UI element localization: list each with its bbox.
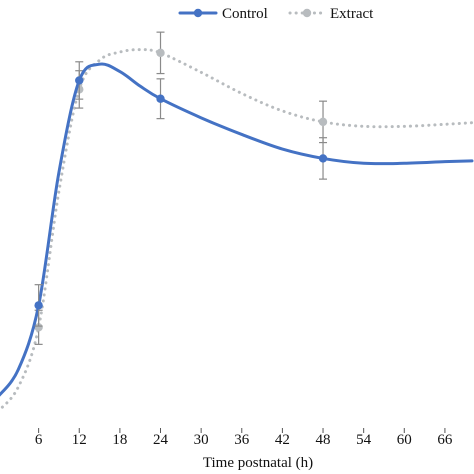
x-tick-label: 18 [112,432,127,448]
x-tick-label: 66 [437,432,453,448]
x-tick-label: 60 [397,432,412,448]
series-line-extract [0,48,474,412]
legend-marker-control [193,8,203,18]
x-tick-label: 12 [72,432,87,448]
x-tick-label: 24 [153,432,169,448]
data-point-control [75,76,84,85]
series-line-control [0,62,474,397]
x-tick-label: 36 [234,432,250,448]
legend-label-control: Control [222,6,268,22]
legend-label-extract: Extract [330,6,374,22]
x-axis-label: Time postnatal (h) [203,455,313,471]
legend-item-control: Control [178,6,268,22]
legend: Control Extract [178,6,374,22]
data-point-extract [156,48,165,58]
x-tick-label: 30 [194,432,209,448]
legend-marker-extract [302,8,312,18]
x-tick-label: 6 [35,432,43,448]
data-point-extract [34,323,43,332]
data-point-control [156,94,165,103]
x-tick-label: 42 [275,432,290,448]
data-point-control [34,301,43,310]
series-control [0,61,474,397]
data-point-extract [318,117,328,127]
series-extract [0,31,474,412]
series-layer [0,31,474,412]
x-tick-label: 54 [356,432,372,448]
legend-item-extract: Extract [288,6,374,22]
x-axis: 6 12 18 24 30 36 42 48 54 60 66 [35,428,453,448]
data-point-control [318,154,328,163]
x-tick-label: 48 [316,432,331,448]
